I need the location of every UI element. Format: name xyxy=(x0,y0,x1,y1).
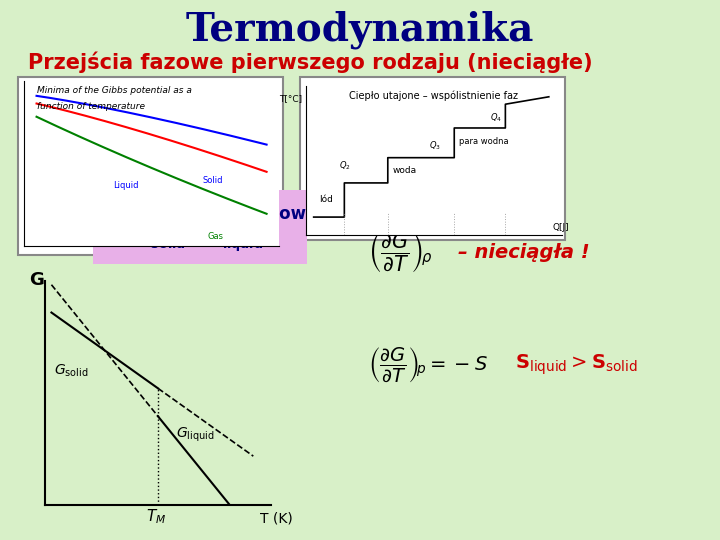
Text: $\mathbf{S}_{\rm liquid} > \mathbf{S}_{\rm solid}$: $\mathbf{S}_{\rm liquid} > \mathbf{S}_{\… xyxy=(515,353,638,377)
Text: $Q_3$: $Q_3$ xyxy=(428,140,441,152)
Text: $\mathbf{G}_{\mathbf{solid}}=\mathbf{G}_{\mathbf{liquid}}$: $\mathbf{G}_{\mathbf{solid}}=\mathbf{G}_… xyxy=(136,231,264,254)
Text: Przejścia fazowe pierwszego rodzaju (nieciągłe): Przejścia fazowe pierwszego rodzaju (nie… xyxy=(28,51,593,73)
Text: $G_{\rm solid}$: $G_{\rm solid}$ xyxy=(54,363,88,379)
Text: T[°C]: T[°C] xyxy=(279,94,302,103)
Text: $Q_4$: $Q_4$ xyxy=(490,112,502,124)
Text: G: G xyxy=(29,271,44,289)
FancyBboxPatch shape xyxy=(300,77,565,240)
Text: function of temperature: function of temperature xyxy=(37,103,145,111)
Text: Minima of the Gibbs potential as a: Minima of the Gibbs potential as a xyxy=(37,86,192,95)
Text: Solid: Solid xyxy=(203,176,223,185)
Text: Ciepło utajone – wspólistnienie faz: Ciepło utajone – wspólistnienie faz xyxy=(349,91,518,102)
Text: $T_M$: $T_M$ xyxy=(145,508,166,526)
Text: Q[J]: Q[J] xyxy=(553,223,570,232)
Text: $Q_2$: $Q_2$ xyxy=(339,159,351,172)
Text: lód: lód xyxy=(319,195,333,204)
Text: Gas: Gas xyxy=(208,232,224,241)
Text: $\left(\dfrac{\partial G}{\partial T}\right)_{\!\rho}$: $\left(\dfrac{\partial G}{\partial T}\ri… xyxy=(368,230,433,274)
FancyBboxPatch shape xyxy=(93,190,307,264)
Text: $\left(\dfrac{\partial G}{\partial T}\right)_{\!p} = -S$: $\left(\dfrac{\partial G}{\partial T}\ri… xyxy=(368,346,487,384)
FancyBboxPatch shape xyxy=(18,77,283,255)
Text: $G_{\rm liquid}$: $G_{\rm liquid}$ xyxy=(176,426,215,444)
Text: W punkcie przejścia fazowego: W punkcie przejścia fazowego xyxy=(59,205,341,223)
Text: woda: woda xyxy=(393,166,417,174)
Text: Termodynamika: Termodynamika xyxy=(186,11,534,49)
Text: para wodna: para wodna xyxy=(459,137,509,146)
Text: T (K): T (K) xyxy=(260,512,293,526)
Text: – nieciągła !: – nieciągła ! xyxy=(458,242,590,261)
Text: Liquid: Liquid xyxy=(113,181,139,190)
